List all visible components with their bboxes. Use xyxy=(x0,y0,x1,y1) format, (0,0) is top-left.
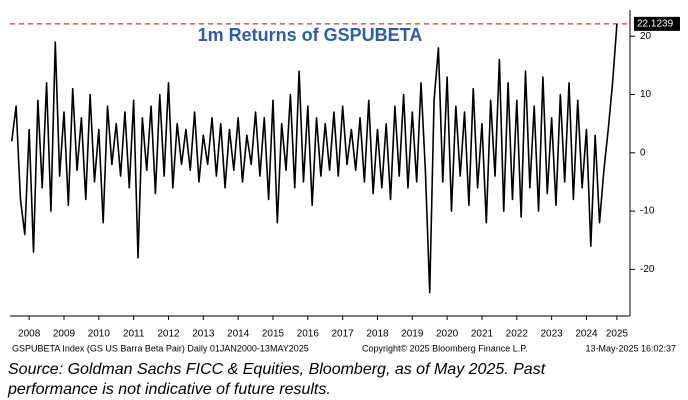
y-tick-label: 0 xyxy=(640,147,646,158)
x-tick-label: 2014 xyxy=(227,329,250,340)
source-line: Source: Goldman Sachs FICC & Equities, B… xyxy=(8,361,546,378)
footer-left: GSPUBETA Index (GS US Barra Beta Pair) D… xyxy=(12,343,309,353)
y-tick-label: 10 xyxy=(640,89,652,100)
x-tick-label: 2023 xyxy=(541,329,564,340)
footer-right: 13-May-2025 16:02:37 xyxy=(585,343,676,353)
chart-title: 1m Returns of GSPUBETA xyxy=(198,25,423,45)
x-tick-label: 2010 xyxy=(88,329,111,340)
x-tick-label: 2021 xyxy=(471,329,494,340)
value-label-box xyxy=(634,16,680,31)
x-tick-label: 2020 xyxy=(436,329,459,340)
x-tick-label: 2013 xyxy=(192,329,215,340)
x-tick-label: 2017 xyxy=(332,329,355,340)
y-tick-label: -10 xyxy=(640,206,655,217)
y-tick-label: 20 xyxy=(640,31,652,42)
x-tick-label: 2012 xyxy=(157,329,180,340)
x-tick-label: 2008 xyxy=(18,329,41,340)
footer-mid: Copyright© 2025 Bloomberg Finance L.P. xyxy=(362,343,528,353)
x-tick-label: 2019 xyxy=(401,329,424,340)
x-tick-label: 2018 xyxy=(366,329,389,340)
x-tick-label: 2011 xyxy=(123,329,145,340)
line xyxy=(10,23,618,294)
source-line: performance is not indicative of future … xyxy=(7,381,331,398)
x-tick-label: 2016 xyxy=(297,329,320,340)
y-tick-label: -20 xyxy=(640,264,655,275)
x-tick-label: 2015 xyxy=(262,329,285,340)
x-tick-label: 2025 xyxy=(606,329,629,340)
value-label: 22.1239 xyxy=(637,18,674,29)
x-tick-label: 2009 xyxy=(53,329,76,340)
x-tick-label: 2024 xyxy=(575,329,598,340)
x-tick-label: 2022 xyxy=(506,329,529,340)
